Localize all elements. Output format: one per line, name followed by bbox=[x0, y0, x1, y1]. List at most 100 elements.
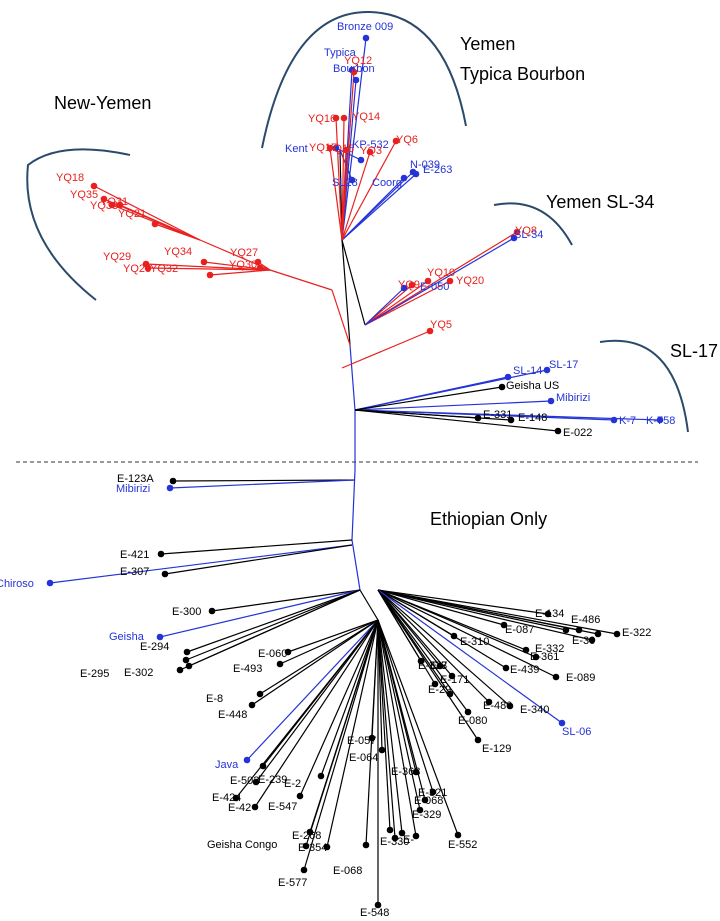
tip-label: E-321 bbox=[418, 787, 447, 799]
tip-node bbox=[436, 662, 444, 670]
branch bbox=[185, 589, 361, 661]
tip-node bbox=[391, 834, 399, 842]
tip-node bbox=[350, 68, 358, 76]
branch bbox=[303, 619, 379, 871]
tip-node bbox=[362, 841, 370, 849]
tip-node bbox=[206, 271, 214, 279]
branch bbox=[341, 330, 431, 369]
tip-node bbox=[426, 327, 434, 335]
tip-label: E-307 bbox=[120, 566, 149, 578]
branch bbox=[341, 140, 397, 241]
tip-node bbox=[448, 672, 456, 680]
tip-label: E-089 bbox=[566, 672, 595, 684]
tip-node bbox=[362, 34, 370, 42]
branch bbox=[377, 589, 593, 641]
tip-label: E-337 bbox=[418, 660, 447, 672]
tree-nodes bbox=[46, 34, 664, 909]
cluster-labels: Yemen Typica Bourbon New-Yemen Yemen SL-… bbox=[54, 34, 718, 529]
tip-label: Geisha Congo bbox=[207, 839, 277, 851]
tip-label: Mibirizi bbox=[556, 392, 590, 404]
branch bbox=[246, 619, 379, 761]
branch bbox=[364, 237, 515, 326]
tip-label: SL-17 bbox=[549, 359, 578, 371]
tip-label: E-3 bbox=[430, 660, 447, 672]
tip-node bbox=[251, 803, 259, 811]
tip-node bbox=[562, 626, 570, 634]
tip-node bbox=[157, 550, 165, 558]
tip-label: YQ5 bbox=[430, 319, 452, 331]
tip-node bbox=[151, 220, 159, 228]
branch bbox=[341, 239, 366, 326]
tip-label: E-577 bbox=[278, 877, 307, 889]
branch bbox=[331, 289, 351, 346]
tip-node bbox=[547, 397, 555, 405]
tip-label: YQ30 bbox=[229, 259, 257, 271]
branch bbox=[287, 619, 379, 653]
tip-label: YQ32 bbox=[150, 263, 178, 275]
branch bbox=[341, 71, 355, 241]
tip-node bbox=[332, 144, 340, 152]
branch bbox=[339, 149, 353, 181]
tip-node bbox=[416, 806, 424, 814]
tip-label: YQ35 bbox=[70, 189, 98, 201]
tip-node bbox=[100, 195, 108, 203]
branch bbox=[169, 479, 356, 489]
branch bbox=[377, 589, 537, 658]
branch bbox=[320, 619, 379, 777]
branch bbox=[255, 619, 379, 783]
branch bbox=[377, 589, 451, 695]
label-yemen: Yemen bbox=[460, 34, 515, 54]
branch bbox=[335, 117, 343, 241]
tip-node bbox=[161, 570, 169, 578]
tip-node bbox=[485, 698, 493, 706]
tip-label: YQ10 bbox=[427, 267, 455, 279]
branch bbox=[377, 619, 396, 839]
tip-label: Geisha bbox=[109, 631, 145, 643]
tip-label: E-8 bbox=[206, 693, 223, 705]
branch bbox=[359, 589, 379, 621]
tip-node bbox=[400, 284, 408, 292]
tip-label: E-310 bbox=[460, 636, 489, 648]
branch bbox=[341, 37, 367, 241]
tip-label: E-330 bbox=[380, 836, 409, 848]
tip-node bbox=[46, 579, 54, 587]
branch bbox=[377, 619, 434, 793]
branch bbox=[159, 589, 361, 638]
tip-node bbox=[522, 646, 530, 654]
branch bbox=[305, 619, 379, 847]
branch bbox=[377, 589, 549, 615]
tip-node bbox=[386, 826, 394, 834]
branch bbox=[235, 619, 379, 799]
tip-node bbox=[300, 866, 308, 874]
tip-node bbox=[588, 636, 596, 644]
tip-label: YQ29 bbox=[103, 251, 131, 263]
tip-node bbox=[532, 653, 540, 661]
tip-node bbox=[166, 484, 174, 492]
tip-node bbox=[500, 621, 508, 629]
tip-node bbox=[342, 146, 350, 154]
arc-new-yemen bbox=[26, 148, 131, 301]
tip-label: E-060 bbox=[258, 648, 287, 660]
tip-node bbox=[144, 264, 152, 272]
branch bbox=[354, 386, 503, 411]
branch bbox=[354, 409, 661, 421]
tip-node bbox=[317, 772, 325, 780]
tip-label: YQ28 bbox=[123, 263, 151, 275]
tip-node bbox=[302, 842, 310, 850]
tip-label: E-129 bbox=[482, 743, 511, 755]
tip-label: E-087 bbox=[505, 624, 534, 636]
tip-node bbox=[510, 234, 518, 242]
tip-label: YQ16 bbox=[308, 113, 336, 125]
branch bbox=[371, 619, 379, 739]
tip-node bbox=[368, 734, 376, 742]
tip-node bbox=[409, 168, 417, 176]
branch bbox=[377, 589, 599, 635]
branch bbox=[211, 589, 361, 612]
label-new-yemen: New-Yemen bbox=[54, 93, 151, 113]
tip-node bbox=[450, 632, 458, 640]
tip-label: E-123A bbox=[117, 473, 154, 485]
tip-node bbox=[176, 666, 184, 674]
tip-node bbox=[252, 778, 260, 786]
tip-label: E-057 bbox=[347, 735, 376, 747]
